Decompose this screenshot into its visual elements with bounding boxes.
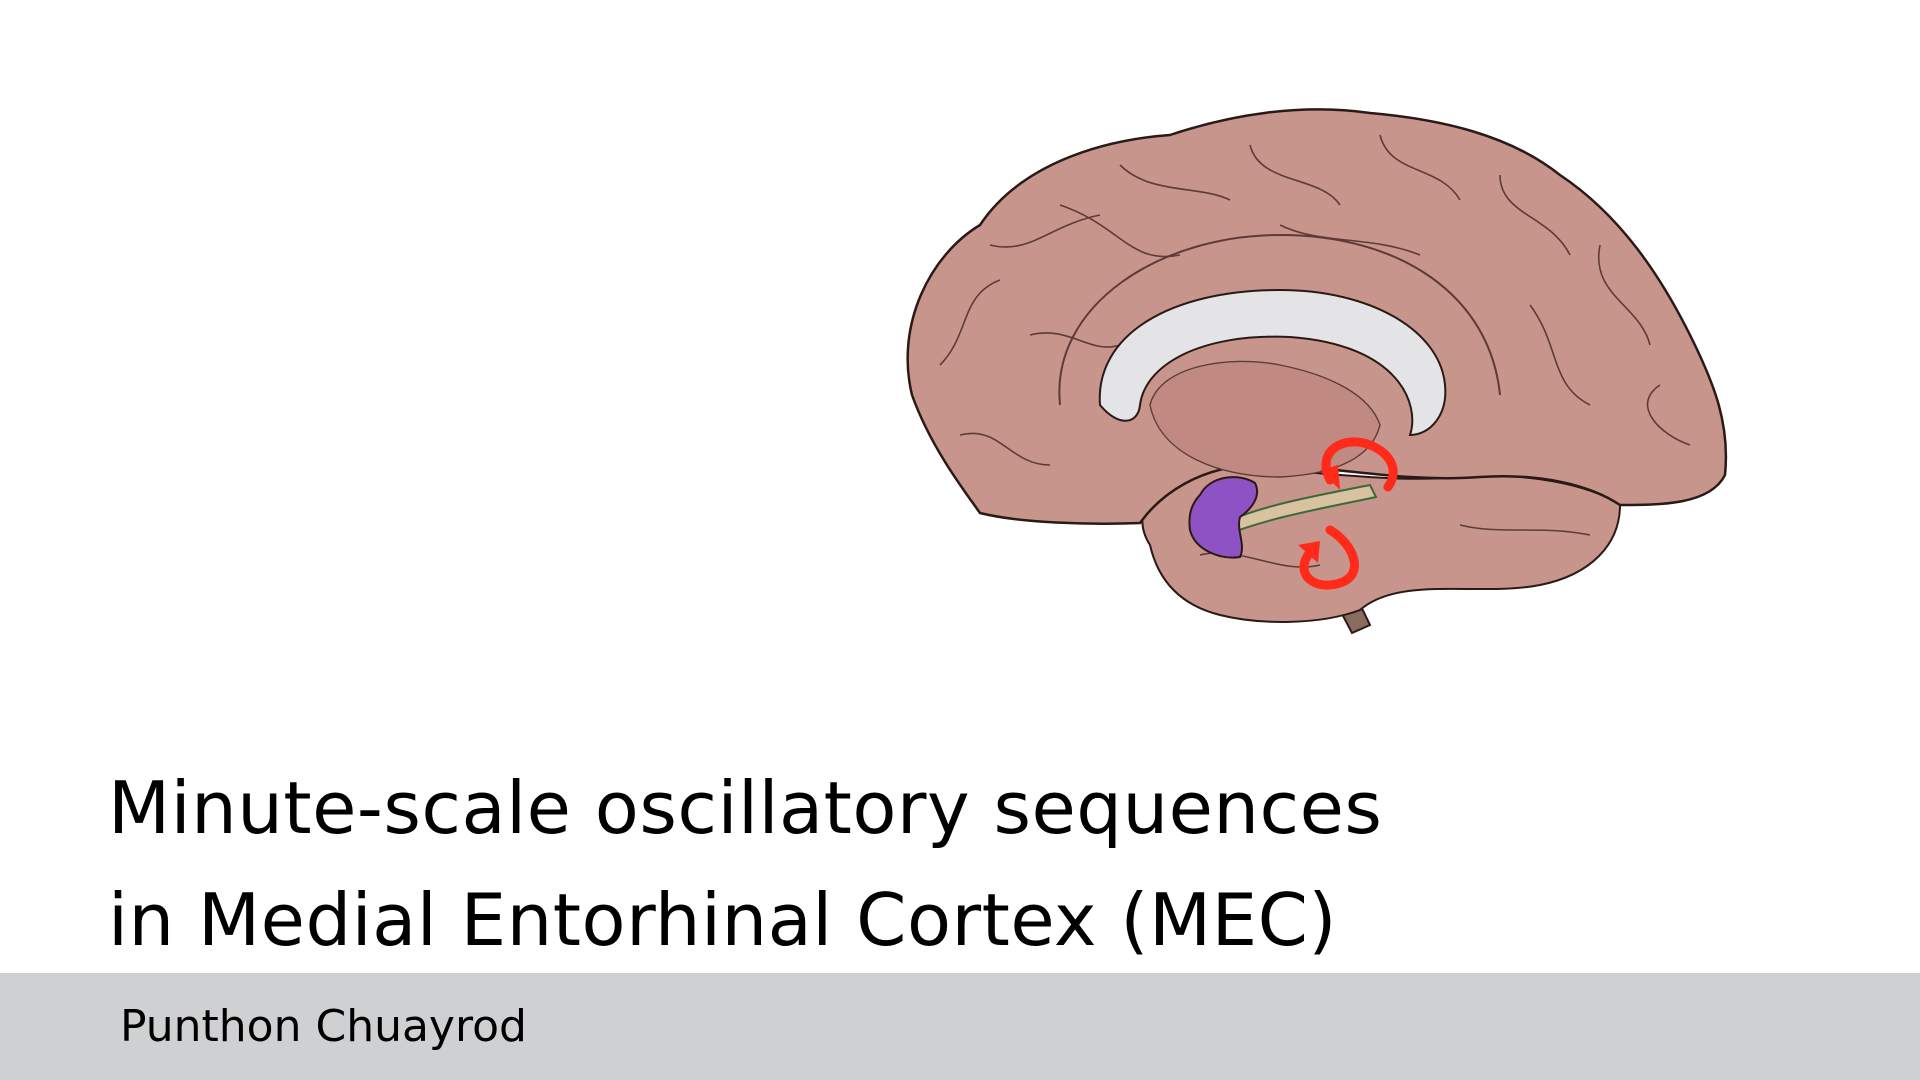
arrow-lower — [1299, 525, 1359, 590]
arrow-upper-head — [1320, 465, 1340, 490]
gyri-lines — [939, 134, 1691, 568]
arrow-lower-head — [1298, 541, 1320, 563]
thalamus-shape — [1149, 360, 1381, 478]
title-line-1: Minute-scale oscillatory sequences — [108, 766, 1383, 850]
mec-region-shape — [1188, 476, 1259, 559]
circuit-arrows — [1299, 437, 1398, 590]
author-name: Punthon Chuayrod — [120, 1001, 527, 1052]
title-line-2: in Medial Entorhinal Cortex (MEC) — [108, 878, 1337, 962]
arrow-upper — [1321, 437, 1398, 492]
brain-medial-section-icon — [906, 108, 1728, 635]
cingulate-gyrus — [1058, 233, 1501, 406]
footer-bar: Punthon Chuayrod — [0, 973, 1920, 1080]
corpus-callosum-shape — [1098, 288, 1447, 437]
hippocampus-shape — [1218, 483, 1378, 537]
slide-title: Minute-scale oscillatory sequences in Me… — [108, 752, 1382, 976]
